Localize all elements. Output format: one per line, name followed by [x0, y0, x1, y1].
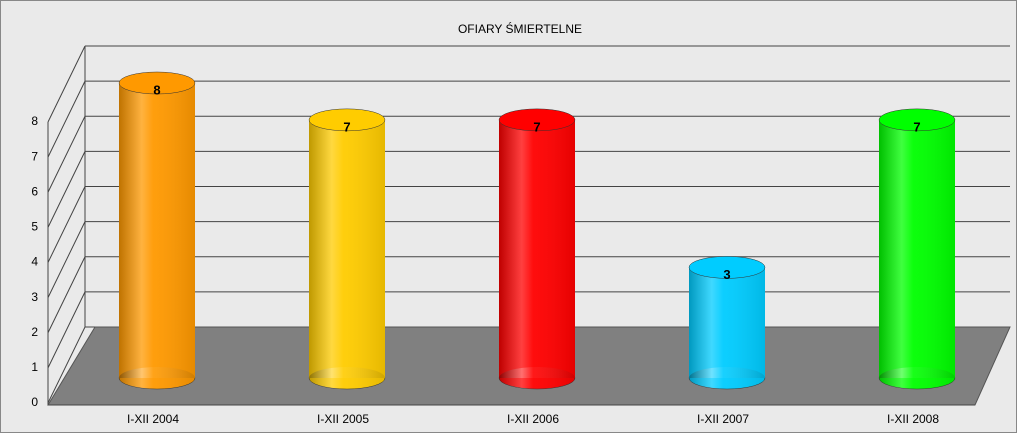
bar-shade: [689, 267, 765, 378]
y-tick-label: 2: [31, 325, 38, 339]
y-tick-label: 1: [31, 360, 38, 374]
y-tick-label: 6: [31, 184, 38, 198]
bar-top: [878, 108, 956, 132]
grid-line-side: [47, 326, 86, 404]
grid-line-side: [47, 186, 86, 263]
bar-base-shade: [689, 367, 765, 389]
bar-top: [308, 108, 386, 132]
bar-shade: [309, 119, 385, 378]
bar-top: [118, 71, 196, 95]
x-tick-label: I-XII 2005: [317, 412, 369, 426]
value-label: 3: [723, 267, 730, 282]
y-tick-label: 5: [31, 220, 38, 234]
bar-shade: [879, 119, 955, 378]
y-tick-label: 3: [31, 290, 38, 304]
grid-line-side: [47, 151, 86, 228]
x-tick-label: I-XII 2008: [887, 412, 939, 426]
grid-line-side: [47, 291, 86, 369]
y-tick-label: 7: [31, 149, 38, 163]
bar-base-shade: [309, 367, 385, 389]
y-tick-label: 0: [31, 395, 38, 409]
y-tick-label: 8: [31, 114, 38, 128]
grid-line-side: [47, 256, 86, 333]
bar-shade: [499, 119, 575, 378]
bar-base-shade: [499, 367, 575, 389]
chart-title: OFIARY ŚMIERTELNE: [458, 21, 582, 36]
grid-line-side: [47, 221, 86, 298]
bar-top: [688, 256, 766, 279]
x-tick-label: I-XII 2007: [697, 412, 749, 426]
bar-base-shade: [879, 367, 955, 389]
x-tick-label: I-XII 2006: [507, 412, 559, 426]
grid-line-side: [47, 80, 86, 158]
grid-line-side: [47, 45, 86, 123]
value-label: 8: [153, 82, 160, 97]
value-label: 7: [913, 119, 920, 134]
bar-shade: [119, 83, 195, 378]
x-tick-label: I-XII 2004: [127, 412, 179, 426]
value-label: 7: [343, 119, 350, 134]
bar-base-shade: [119, 367, 195, 389]
grid-line-side: [47, 116, 86, 193]
value-label: 7: [533, 119, 540, 134]
bar-top: [498, 108, 576, 132]
y-tick-label: 4: [31, 255, 38, 269]
